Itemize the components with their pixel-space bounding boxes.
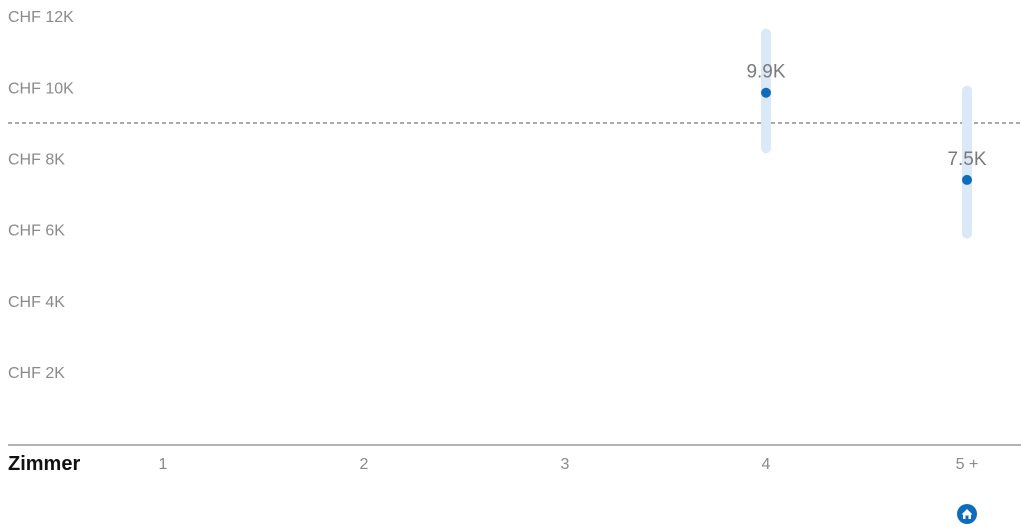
home-icon-door (965, 515, 969, 519)
y-tick-label: CHF 4K (8, 294, 65, 311)
x-tick-label: 3 (561, 456, 570, 473)
data-label: 9.9K (746, 62, 785, 83)
data-point[interactable] (761, 87, 771, 98)
x-tick-label: 5 + (956, 456, 979, 473)
y-tick-label: CHF 2K (8, 365, 65, 382)
x-tick-label: 1 (159, 456, 168, 473)
y-tick-label: CHF 10K (8, 80, 74, 97)
y-tick-label: CHF 12K (8, 9, 74, 26)
range-bar (962, 85, 972, 239)
data-label: 7.5K (947, 149, 986, 170)
y-axis-ticks: CHF 12K CHF 10K CHF 8K CHF 6K CHF 4K CHF 2K (8, 9, 74, 382)
data-labels: 9.9K 7.5K (746, 62, 986, 170)
x-axis-label: Zimmer (8, 453, 80, 475)
data-points (761, 87, 972, 185)
data-point[interactable] (962, 174, 972, 185)
x-tick-label: 4 (762, 456, 771, 473)
range-bars (761, 28, 972, 239)
y-tick-label: CHF 8K (8, 152, 65, 169)
home-icon[interactable] (957, 504, 977, 524)
x-axis-ticks: 1 2 3 4 5 + (159, 456, 979, 473)
home-icon-glyph (961, 509, 973, 519)
y-tick-label: CHF 6K (8, 223, 65, 240)
x-tick-label: 2 (360, 456, 369, 473)
